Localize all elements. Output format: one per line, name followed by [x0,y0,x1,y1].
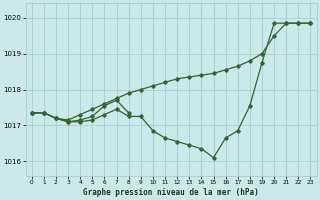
X-axis label: Graphe pression niveau de la mer (hPa): Graphe pression niveau de la mer (hPa) [83,188,259,197]
